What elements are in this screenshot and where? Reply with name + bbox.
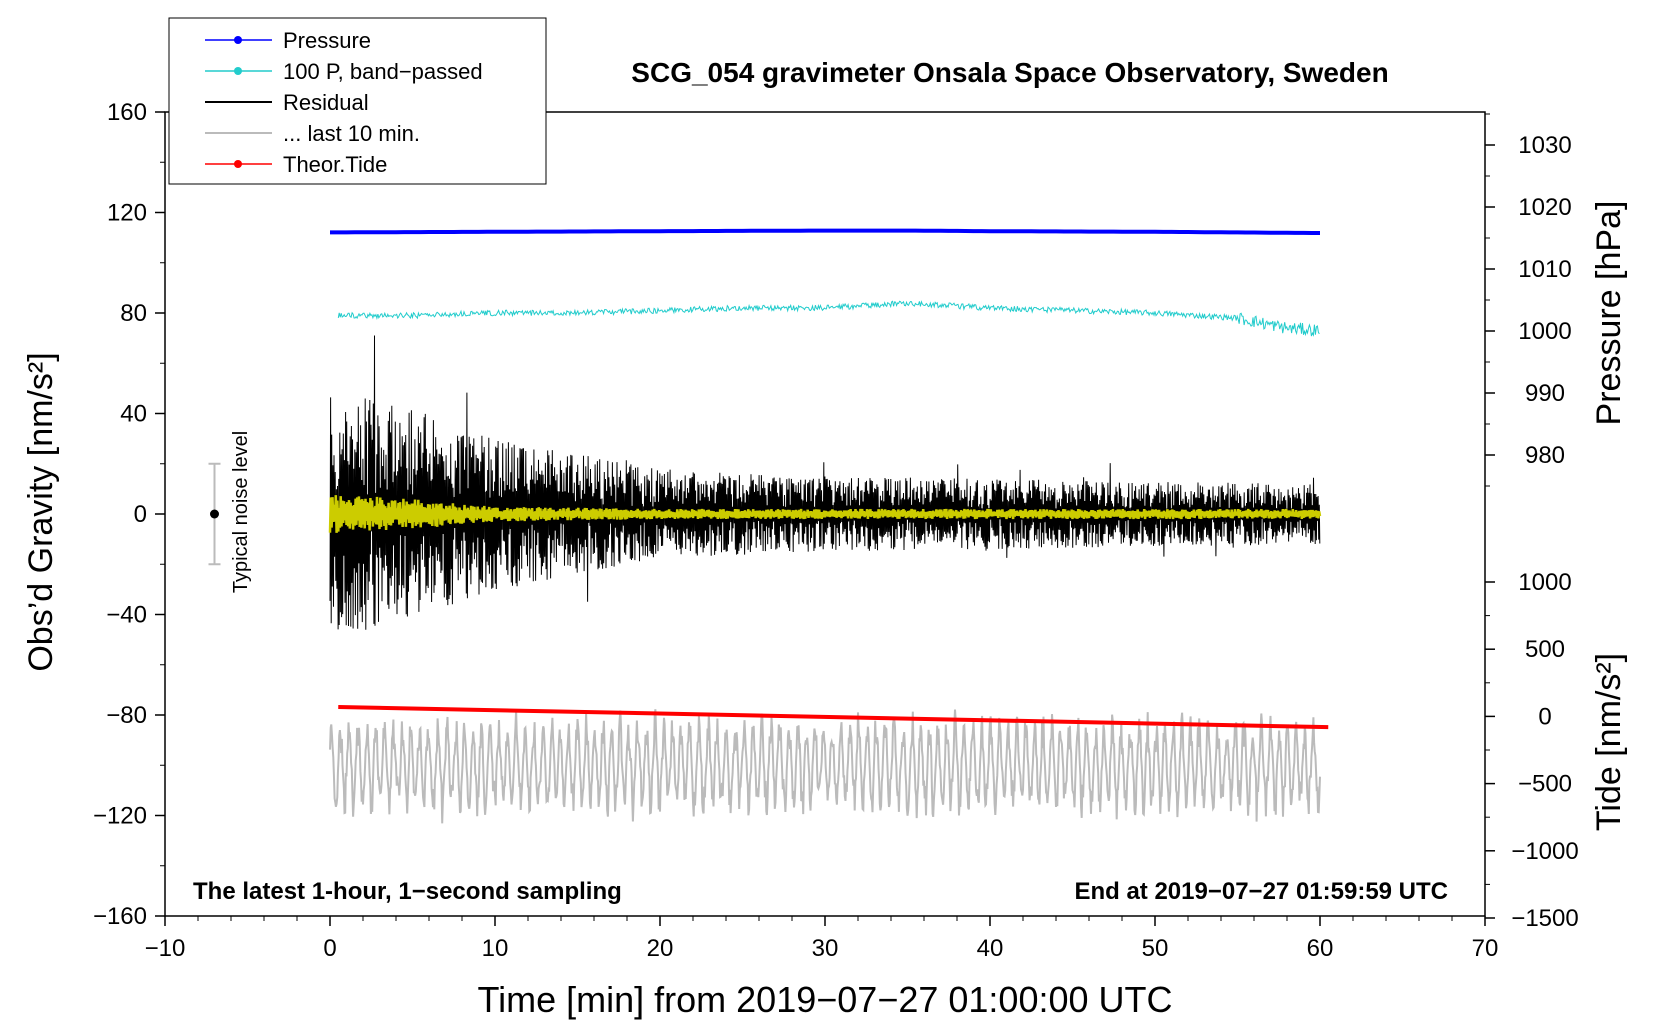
x-tick-label: 20 xyxy=(647,935,674,962)
pressure-tick-label: 980 xyxy=(1525,442,1565,469)
x-tick-label: 0 xyxy=(323,935,336,962)
tide-tick-label: −500 xyxy=(1518,771,1572,798)
legend-residual-label: Residual xyxy=(283,90,369,115)
noise-level-label: Typical noise level xyxy=(230,431,252,593)
x-tick-label: 70 xyxy=(1472,935,1499,962)
legend-bandpassed-label: 100 P, band−passed xyxy=(283,59,483,84)
legend-tide-label: Theor.Tide xyxy=(283,152,387,177)
tide-tick-label: 1000 xyxy=(1518,569,1571,596)
x-tick-label: 30 xyxy=(812,935,839,962)
legend: Pressure 100 P, band−passed Residual ...… xyxy=(168,17,547,185)
chart-title: SCG_054 gravimeter Onsala Space Observat… xyxy=(631,57,1388,88)
pressure-bandpassed-series xyxy=(337,300,1320,337)
pressure-tick-label: 990 xyxy=(1525,380,1565,407)
theoretical-tide-series xyxy=(338,704,1329,730)
x-tick-label: 10 xyxy=(482,935,509,962)
y-tick-label: 0 xyxy=(134,501,147,528)
pressure-tick-label: 1020 xyxy=(1518,194,1571,221)
y-tick-label: −80 xyxy=(106,702,147,729)
y-tick-label: 40 xyxy=(120,401,147,428)
tide-tick-label: −1000 xyxy=(1511,838,1578,865)
y-tick-label: 120 xyxy=(107,200,147,227)
pressure-tick-label: 1030 xyxy=(1518,132,1571,159)
x-axis-label: Time [min] from 2019−07−27 01:00:00 UTC xyxy=(477,979,1172,1020)
end-time-note: End at 2019−07−27 01:59:59 UTC xyxy=(1074,878,1448,905)
sampling-note: The latest 1-hour, 1−second sampling xyxy=(193,878,622,905)
residual-smoothed-series xyxy=(328,495,1322,533)
legend-tide-marker xyxy=(234,160,242,168)
legend-pressure-label: Pressure xyxy=(283,28,371,53)
legend-bandpassed-marker xyxy=(234,67,242,75)
residual-series xyxy=(329,335,1321,630)
tide-tick-label: 500 xyxy=(1525,636,1565,663)
y-tick-label: −40 xyxy=(106,602,147,629)
x-tick-label: 50 xyxy=(1142,935,1169,962)
noise-center-point xyxy=(210,509,219,519)
last-10min-series xyxy=(329,709,1321,824)
legend-last10-label: ... last 10 min. xyxy=(283,121,420,146)
tide-tick-label: 0 xyxy=(1538,703,1551,730)
x-tick-label: 60 xyxy=(1307,935,1334,962)
x-tick-label: −10 xyxy=(145,935,186,962)
x-tick-label: 40 xyxy=(977,935,1004,962)
tide-axis-label: Tide [nm/s²] xyxy=(1590,653,1628,831)
y-tick-label: −120 xyxy=(93,803,147,830)
y-tick-label: −160 xyxy=(93,903,147,930)
pressure-series xyxy=(330,228,1320,235)
pressure-tick-label: 1010 xyxy=(1518,256,1571,283)
pressure-tick-label: 1000 xyxy=(1518,318,1571,345)
tide-tick-label: −1500 xyxy=(1511,905,1578,932)
legend-pressure-marker xyxy=(234,36,242,44)
y-axis-label: Obs’d Gravity [nm/s²] xyxy=(22,352,60,671)
pressure-axis-label: Pressure [hPa] xyxy=(1590,201,1628,426)
y-tick-label: 160 xyxy=(107,99,147,126)
y-tick-label: 80 xyxy=(120,300,147,327)
